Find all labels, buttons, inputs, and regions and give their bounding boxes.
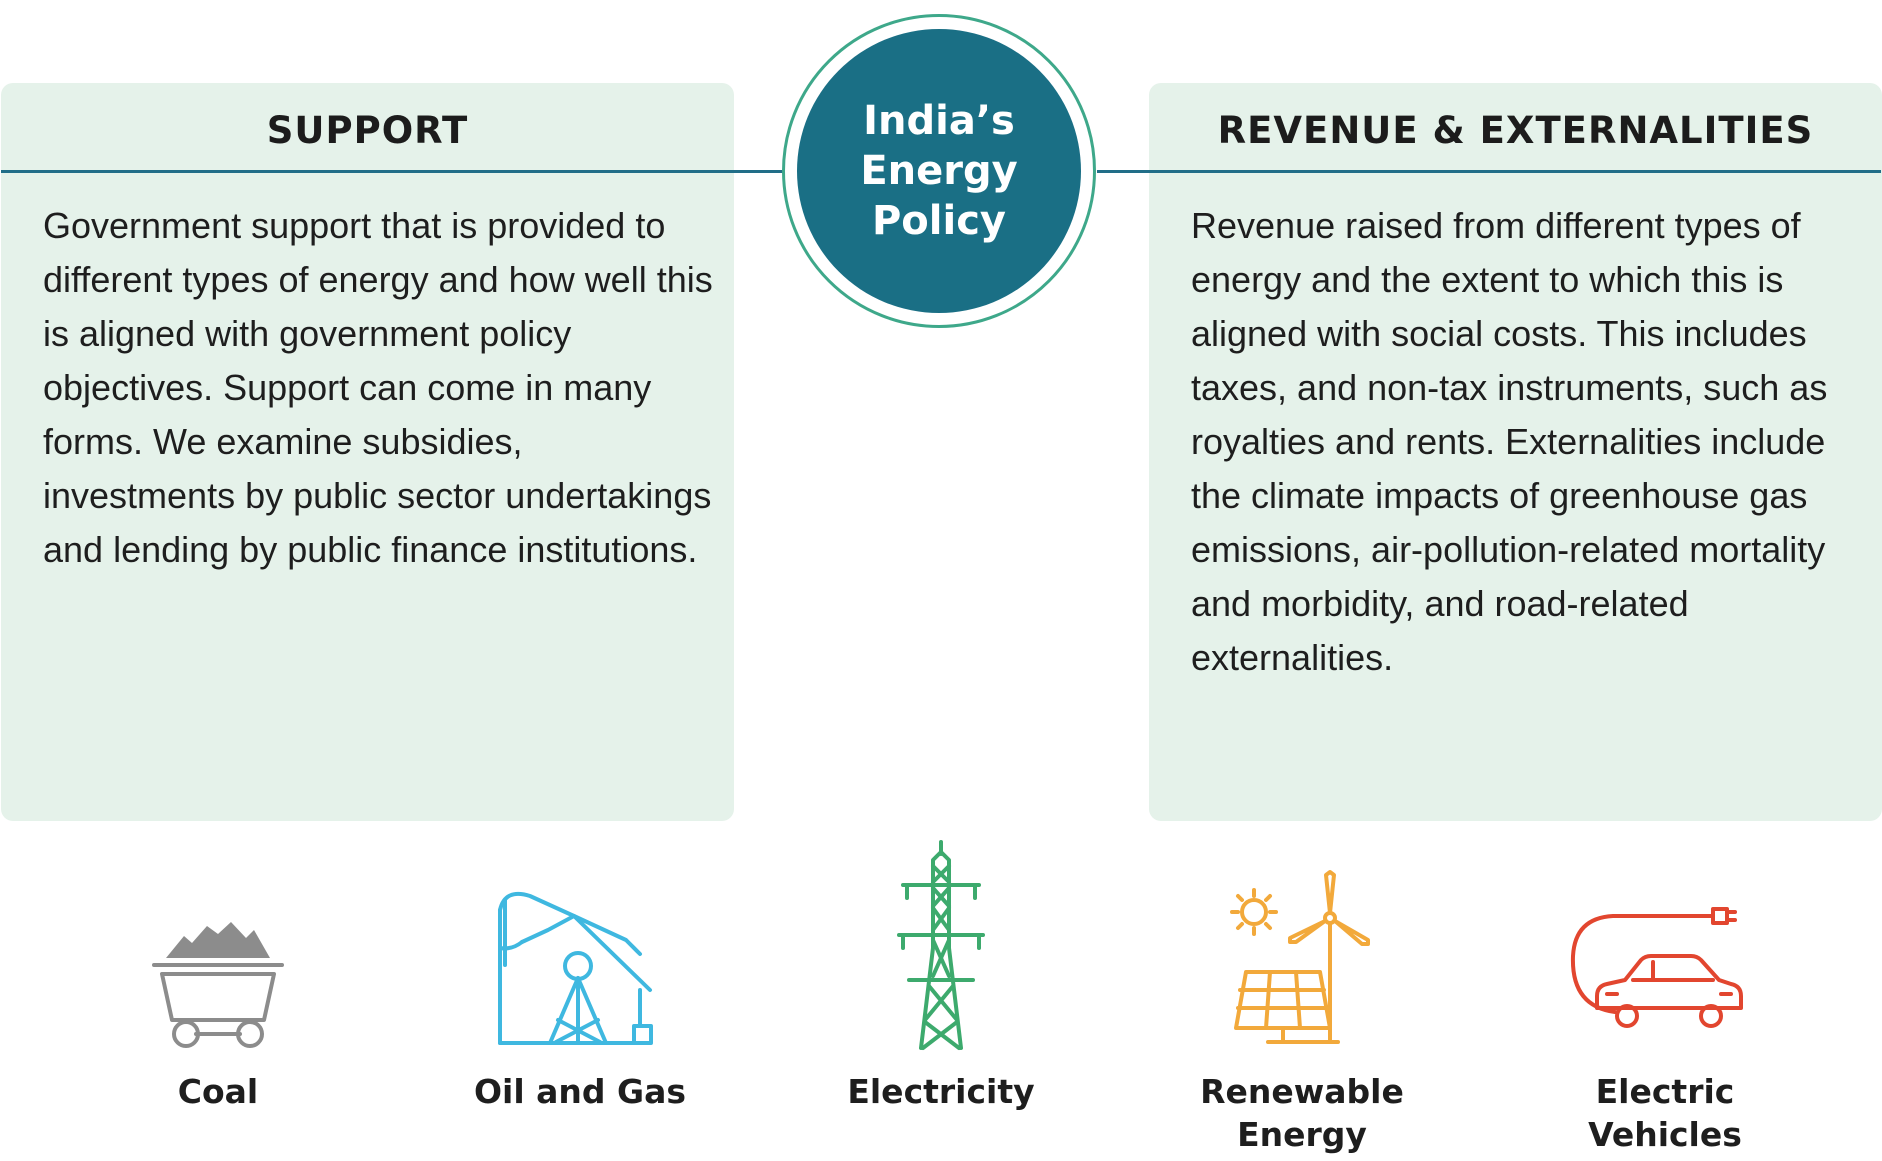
energy-label-electricity: Electricity <box>847 1072 1035 1111</box>
support-panel: SUPPORT Government support that is provi… <box>1 83 734 821</box>
solar-wind-icon <box>1230 870 1370 1044</box>
energy-label-ev: Electric Vehicles <box>1588 1072 1742 1154</box>
oil-pump-icon <box>498 891 653 1045</box>
hub-title: India’s Energy Policy <box>860 98 1018 244</box>
energy-label-renewable: Renewable Energy <box>1200 1072 1404 1154</box>
connector-line-right <box>1097 170 1881 173</box>
energy-type-renewable: Renewable Energy <box>1172 830 1432 1160</box>
energy-label-oil-gas: Oil and Gas <box>473 1072 687 1111</box>
energy-type-electricity: Electricity <box>811 830 1071 1160</box>
power-tower-icon <box>897 840 985 1050</box>
energy-label-coal: Coal <box>177 1072 259 1111</box>
revenue-description: Revenue raised from different types of e… <box>1191 205 1828 678</box>
energy-type-ev: Electric Vehicles <box>1535 830 1795 1160</box>
coal-cart-icon <box>152 922 284 1048</box>
energy-type-coal: Coal <box>88 830 348 1160</box>
electric-car-icon <box>1570 907 1743 1028</box>
support-description: Government support that is provided to d… <box>43 205 713 570</box>
revenue-panel: REVENUE & EXTERNALITIES Revenue raised f… <box>1149 83 1882 821</box>
energy-type-oil-gas: Oil and Gas <box>450 830 710 1160</box>
hub-circle: India’s Energy Policy <box>797 29 1081 313</box>
revenue-title: REVENUE & EXTERNALITIES <box>1217 109 1814 152</box>
support-title: SUPPORT <box>266 109 469 152</box>
connector-line-left <box>1 170 785 173</box>
